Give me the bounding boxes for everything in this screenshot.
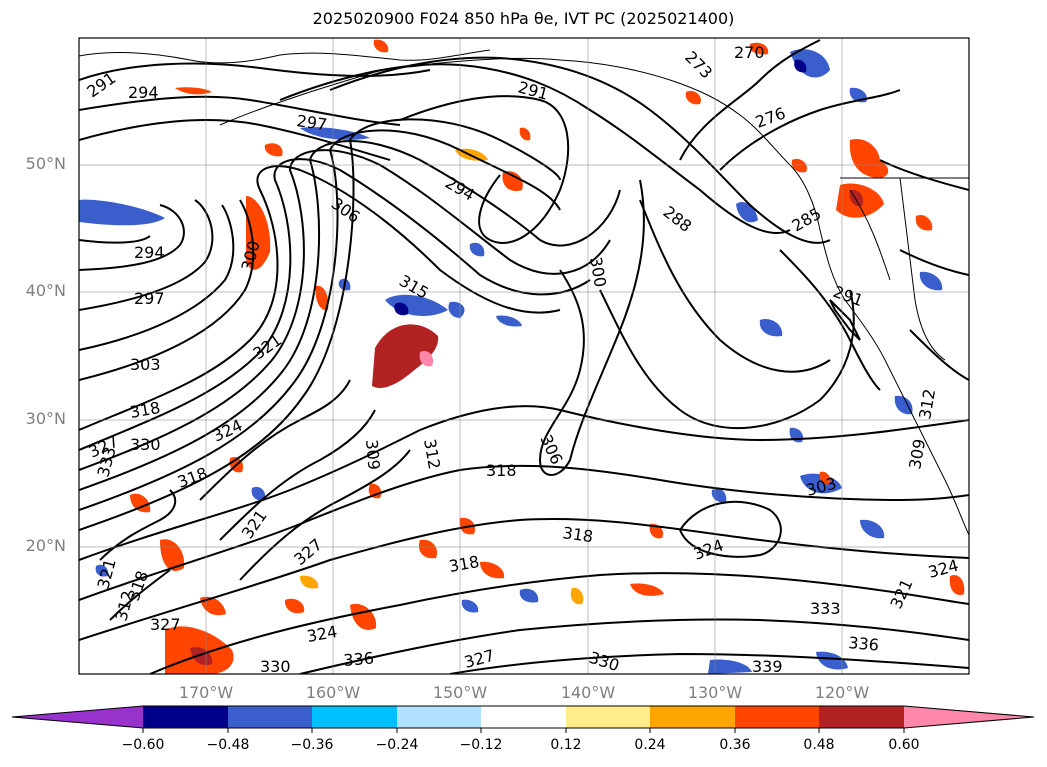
colorbar-extend-right	[904, 706, 1034, 728]
lon-label: 150°W	[432, 683, 488, 702]
colorbar-segment	[566, 706, 650, 728]
contour-label: 318	[561, 523, 594, 546]
coastlines	[79, 49, 969, 536]
colorbar-tick-label: −0.12	[459, 737, 503, 753]
lat-lon-grid	[79, 38, 969, 674]
lon-label: 170°W	[178, 683, 234, 702]
lon-label: 130°W	[687, 683, 743, 702]
contour-label: 303	[130, 355, 161, 374]
contour-label: 309	[362, 439, 384, 471]
colorbar-segment	[650, 706, 735, 728]
colorbar-tick-label: −0.24	[375, 737, 419, 753]
contour-label: 333	[810, 599, 841, 618]
map-frame	[78, 37, 970, 675]
colorbar-tick-label: 0.60	[888, 737, 920, 753]
map-title: 2025020900 F024 850 hPa θe, IVT PC (2025…	[312, 9, 735, 28]
lon-label: 140°W	[560, 683, 616, 702]
colorbar-segment	[312, 706, 397, 728]
contour-label: 330	[130, 435, 161, 454]
colorbar-tick-label: −0.60	[121, 737, 165, 753]
map-panel: 291 294 297 291 273 270 276 294 306 288 …	[79, 38, 969, 676]
colorbar-segment	[228, 706, 312, 728]
contour-label: 270	[734, 43, 765, 62]
contour-label: 336	[848, 633, 880, 655]
contour-label: 336	[343, 648, 375, 670]
colorbar-segment	[735, 706, 819, 728]
contour-label: 297	[295, 111, 328, 134]
colorbar-tick-label: −0.36	[290, 737, 334, 753]
colorbar-tick-label: 0.24	[634, 737, 666, 753]
contour-label: 294	[134, 243, 165, 262]
contour-label: 318	[486, 461, 517, 480]
colorbar-extend-left	[12, 706, 143, 728]
colorbar-segment	[819, 706, 904, 728]
lat-label: 50°N	[25, 154, 66, 173]
theta-e-contours	[79, 39, 969, 674]
colorbar-segment	[397, 706, 481, 728]
contour-label: 297	[134, 289, 165, 308]
colorbar-tick-label: 0.36	[719, 737, 751, 753]
colorbar	[11, 705, 1035, 733]
lon-label: 160°W	[305, 683, 361, 702]
colorbar-tick-label: −0.48	[206, 737, 250, 753]
colorbar-tick-label: 0.48	[803, 737, 835, 753]
contour-label: 330	[260, 657, 291, 676]
lat-label: 40°N	[25, 281, 66, 300]
lat-label: 20°N	[25, 536, 66, 555]
lon-label: 120°W	[814, 683, 870, 702]
colorbar-segment	[143, 706, 228, 728]
contour-label: 327	[150, 615, 181, 634]
lat-label: 30°N	[25, 409, 66, 428]
contour-label: 339	[752, 657, 783, 676]
contour-label: 294	[128, 83, 159, 102]
colorbar-segment	[481, 706, 566, 728]
colorbar-tick-label: 0.12	[550, 737, 582, 753]
